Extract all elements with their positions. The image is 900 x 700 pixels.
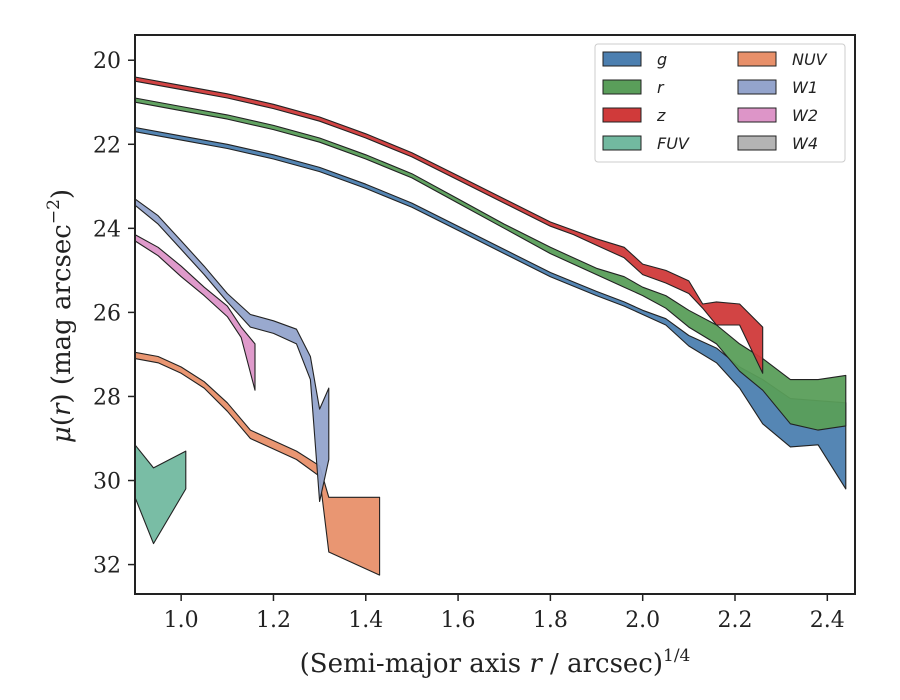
legend-swatch-r bbox=[602, 79, 642, 95]
y-axis-title-close: ) bbox=[47, 189, 77, 199]
legend-label-fuv: FUV bbox=[657, 134, 690, 153]
band-fuv bbox=[134, 444, 187, 545]
x-tick-label: 1.8 bbox=[533, 608, 568, 633]
y-axis-title-open: ( bbox=[47, 416, 77, 426]
band-g bbox=[134, 126, 847, 490]
y-axis-title-mid: ) (mag arcsec bbox=[47, 224, 77, 403]
y-tick-label: 32 bbox=[93, 554, 121, 579]
legend-swatch-z bbox=[602, 107, 642, 123]
band-z bbox=[134, 76, 764, 374]
y-tick-label: 22 bbox=[93, 133, 121, 158]
y-axis-title: μ(r) (mag arcsec−2) bbox=[44, 189, 77, 443]
y-axis-title-var: r bbox=[47, 402, 77, 416]
legend-swatch-w4 bbox=[737, 135, 777, 151]
x-axis-title: (Semi-major axis r / arcsec)1/4 bbox=[300, 646, 691, 679]
legend-label-g: g bbox=[657, 50, 667, 69]
x-axis-title-sup: 1/4 bbox=[663, 646, 690, 666]
x-axis-ticks: 1.0 1.2 1.4 1.6 1.8 2.0 2.2 2.4 bbox=[164, 594, 845, 633]
y-axis-title-mu: μ bbox=[47, 426, 77, 443]
legend-box bbox=[594, 43, 846, 163]
band-r bbox=[134, 97, 847, 431]
x-tick-label: 1.2 bbox=[256, 608, 291, 633]
x-tick-label: 2.0 bbox=[625, 608, 660, 633]
legend-swatch-w1 bbox=[737, 79, 777, 95]
legend-swatch-nuv bbox=[737, 51, 777, 67]
x-axis-title-var: r bbox=[529, 649, 543, 679]
plot-frame bbox=[134, 34, 856, 595]
legend-label-nuv: NUV bbox=[792, 50, 828, 69]
y-tick-label: 28 bbox=[93, 385, 121, 410]
x-tick-label: 2.4 bbox=[810, 608, 845, 633]
legend-label-w4: W4 bbox=[792, 134, 818, 153]
y-tick-label: 30 bbox=[93, 470, 121, 495]
band-nuv bbox=[134, 351, 381, 576]
legend-swatch-w2 bbox=[737, 107, 777, 123]
series-bands bbox=[134, 76, 847, 576]
legend-label-w2: W2 bbox=[792, 106, 818, 125]
legend-swatch-g bbox=[602, 51, 642, 67]
band-w2 bbox=[134, 234, 256, 391]
x-axis-title-rest: / arcsec) bbox=[542, 649, 663, 679]
band-w1 bbox=[134, 198, 330, 503]
y-axis-title-sup: −2 bbox=[44, 199, 64, 224]
legend-label-w1: W1 bbox=[792, 78, 818, 97]
x-tick-label: 1.6 bbox=[441, 608, 476, 633]
x-axis-title-main: (Semi-major axis bbox=[300, 649, 530, 679]
x-tick-label: 1.0 bbox=[164, 608, 199, 633]
y-tick-label: 26 bbox=[93, 301, 121, 326]
y-tick-label: 24 bbox=[93, 217, 121, 242]
legend-label-z: z bbox=[656, 106, 666, 125]
legend: grz FUV NUV W1 W2 W4 bbox=[594, 43, 846, 163]
legend-swatch-fuv bbox=[602, 135, 642, 151]
x-tick-label: 2.2 bbox=[718, 608, 753, 633]
y-tick-label: 20 bbox=[93, 49, 121, 74]
legend-label-r: r bbox=[657, 78, 665, 97]
x-tick-label: 1.4 bbox=[348, 608, 383, 633]
y-axis-ticks: 20 22 24 26 28 30 32 bbox=[93, 49, 135, 579]
